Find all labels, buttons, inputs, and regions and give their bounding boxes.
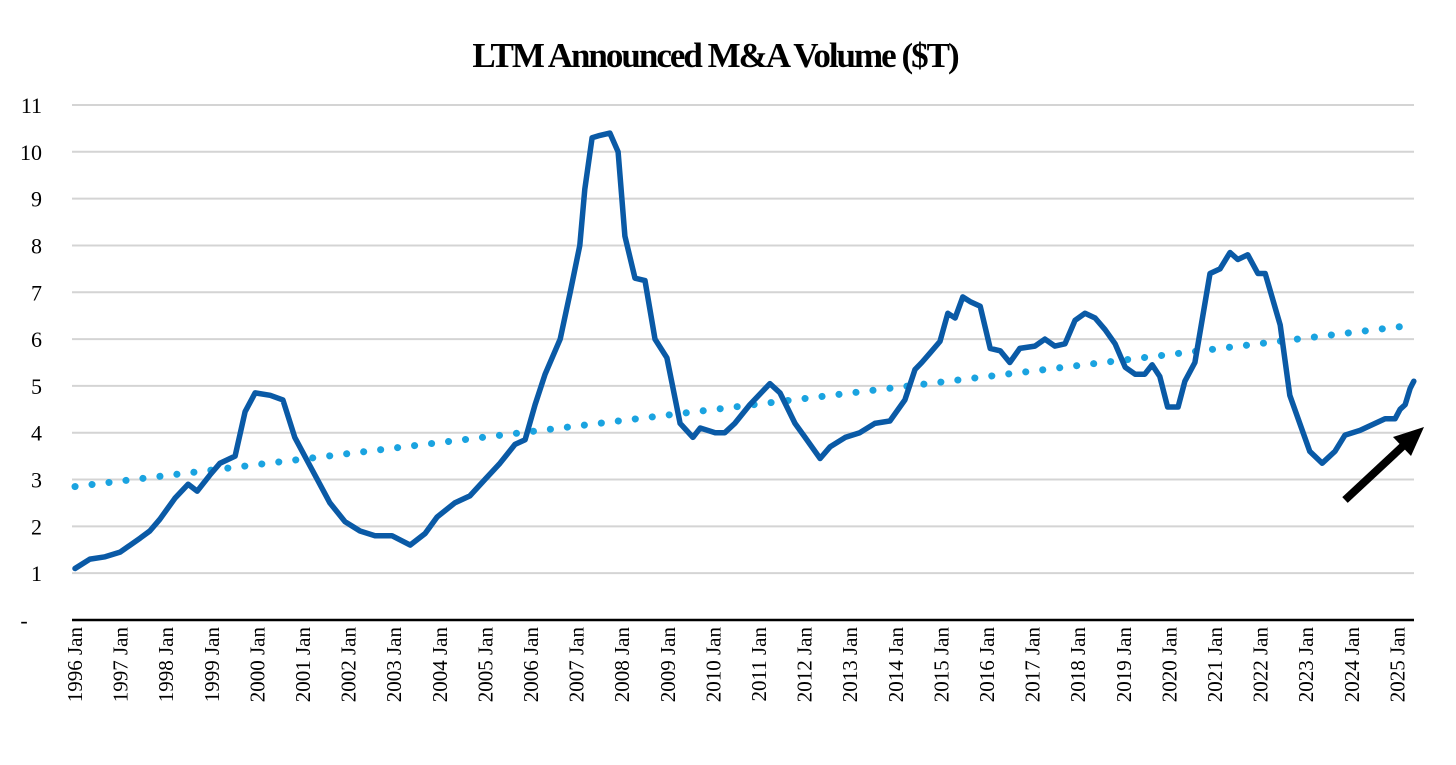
x-tick-label: 2016 Jan <box>975 627 999 703</box>
x-tick-label: 1996 Jan <box>63 627 87 703</box>
x-tick-label: 2007 Jan <box>565 627 589 703</box>
x-tick-label: 2012 Jan <box>793 627 817 703</box>
y-tick-label: 8 <box>31 233 42 258</box>
x-tick-label: 1997 Jan <box>109 627 133 703</box>
y-tick-label: 10 <box>20 140 42 165</box>
up-arrow-icon <box>1342 427 1424 503</box>
trend-line <box>71 321 1418 491</box>
x-tick-label: 2005 Jan <box>473 627 497 703</box>
x-tick-label: 2008 Jan <box>610 627 634 703</box>
x-tick-label: 2014 Jan <box>884 627 908 703</box>
x-tick-label: 2002 Jan <box>337 627 361 703</box>
x-tick-label: 2003 Jan <box>382 627 406 703</box>
x-tick-label: 2019 Jan <box>1112 627 1136 703</box>
series-line-ma-volume <box>72 130 1417 572</box>
x-tick-label: 2010 Jan <box>701 627 725 703</box>
x-tick-label: 2023 Jan <box>1294 627 1318 703</box>
x-tick-label: 2018 Jan <box>1066 627 1090 703</box>
y-tick-label: 5 <box>31 374 42 399</box>
x-tick-label: 2001 Jan <box>291 627 315 703</box>
x-tick-label: 2006 Jan <box>519 627 543 703</box>
chart-title: LTM Announced M&A Volume ($T) <box>472 36 959 75</box>
x-tick-label: 2009 Jan <box>656 627 680 703</box>
y-tick-label: 2 <box>31 514 42 539</box>
y-tick-label: 1 <box>31 561 42 586</box>
x-tick-label: 2000 Jan <box>245 627 269 703</box>
x-tick-label: 1998 Jan <box>154 627 178 703</box>
series-group <box>71 130 1418 572</box>
x-tick-label: 2017 Jan <box>1021 627 1045 703</box>
y-tick-label: 6 <box>31 327 42 352</box>
x-tick-label: 2011 Jan <box>747 627 771 702</box>
x-tick-label: 2004 Jan <box>428 627 452 703</box>
y-axis-ticks: -1 2 3 4 5 6 7 8 9 10 11 <box>20 93 42 633</box>
x-tick-label: 2025 Jan <box>1385 627 1409 703</box>
y-tick-label: 3 <box>31 468 42 493</box>
x-tick-label: 2020 Jan <box>1157 627 1181 703</box>
x-tick-label: 2015 Jan <box>929 627 953 703</box>
gridlines <box>72 103 1414 575</box>
y-tick-label: 4 <box>31 421 42 446</box>
x-tick-label: 2013 Jan <box>838 627 862 703</box>
x-tick-label: 2022 Jan <box>1249 627 1273 703</box>
x-tick-label: 1999 Jan <box>200 627 224 703</box>
x-tick-label: 2024 Jan <box>1340 627 1364 703</box>
y-tick-label: 9 <box>31 187 42 212</box>
y-tick-label: - <box>20 608 27 633</box>
x-tick-label: 2021 Jan <box>1203 627 1227 703</box>
y-tick-label: 7 <box>31 280 42 305</box>
x-axis-ticks: 1996 Jan 1997 Jan 1998 Jan 1999 Jan 2000 Jan… <box>63 627 1409 703</box>
y-tick-label: 11 <box>21 93 42 118</box>
